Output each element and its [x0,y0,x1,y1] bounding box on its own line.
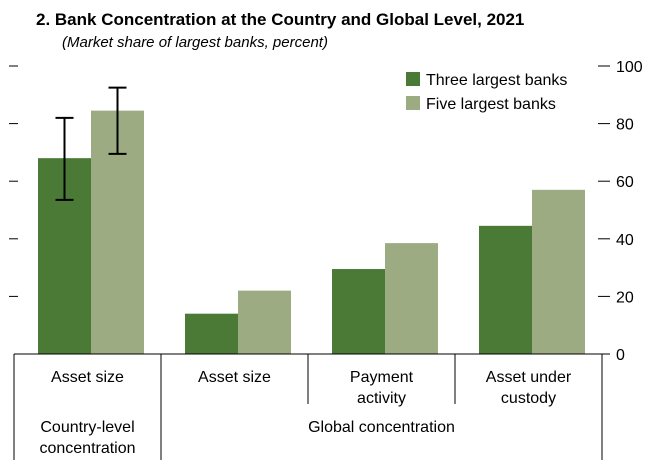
category-label-2-0: Payment [350,369,414,386]
y-tick-label-80: 80 [616,117,634,134]
y-tick-label-60: 60 [616,174,634,191]
category-label-2-1: activity [357,390,406,407]
bar-three-largest-1 [185,313,238,354]
y-tick-label-100: 100 [616,59,643,76]
legend-swatch-0 [406,72,420,86]
group-label-country-0: Country-level [40,419,134,436]
y-tick-label-40: 40 [616,232,634,249]
chart-subtitle: (Market share of largest banks, percent) [62,34,328,51]
bar-five-largest-3 [532,189,585,354]
legend-label-1: Five largest banks [426,96,556,113]
chart-title: 2. Bank Concentration at the Country and… [36,10,524,29]
group-label-country-1: concentration [39,440,135,457]
bar-three-largest-3 [479,225,532,354]
category-label-0-0: Asset size [51,369,124,386]
category-label-1-0: Asset size [198,369,271,386]
bar-five-largest-2 [385,243,438,354]
category-label-3-0: Asset under [486,369,572,386]
y-tick-label-20: 20 [616,289,634,306]
group-label-global-0: Global concentration [308,419,455,436]
bar-three-largest-2 [332,269,385,354]
y-tick-label-0: 0 [616,347,625,364]
legend-swatch-1 [406,96,420,110]
plot-area: 0 20 40 60 80 100 Asset size Asset size Payment a… [9,59,643,460]
category-label-3-1: custody [501,390,556,407]
legend-label-0: Three largest banks [426,72,567,89]
bar-five-largest-1 [238,290,291,354]
